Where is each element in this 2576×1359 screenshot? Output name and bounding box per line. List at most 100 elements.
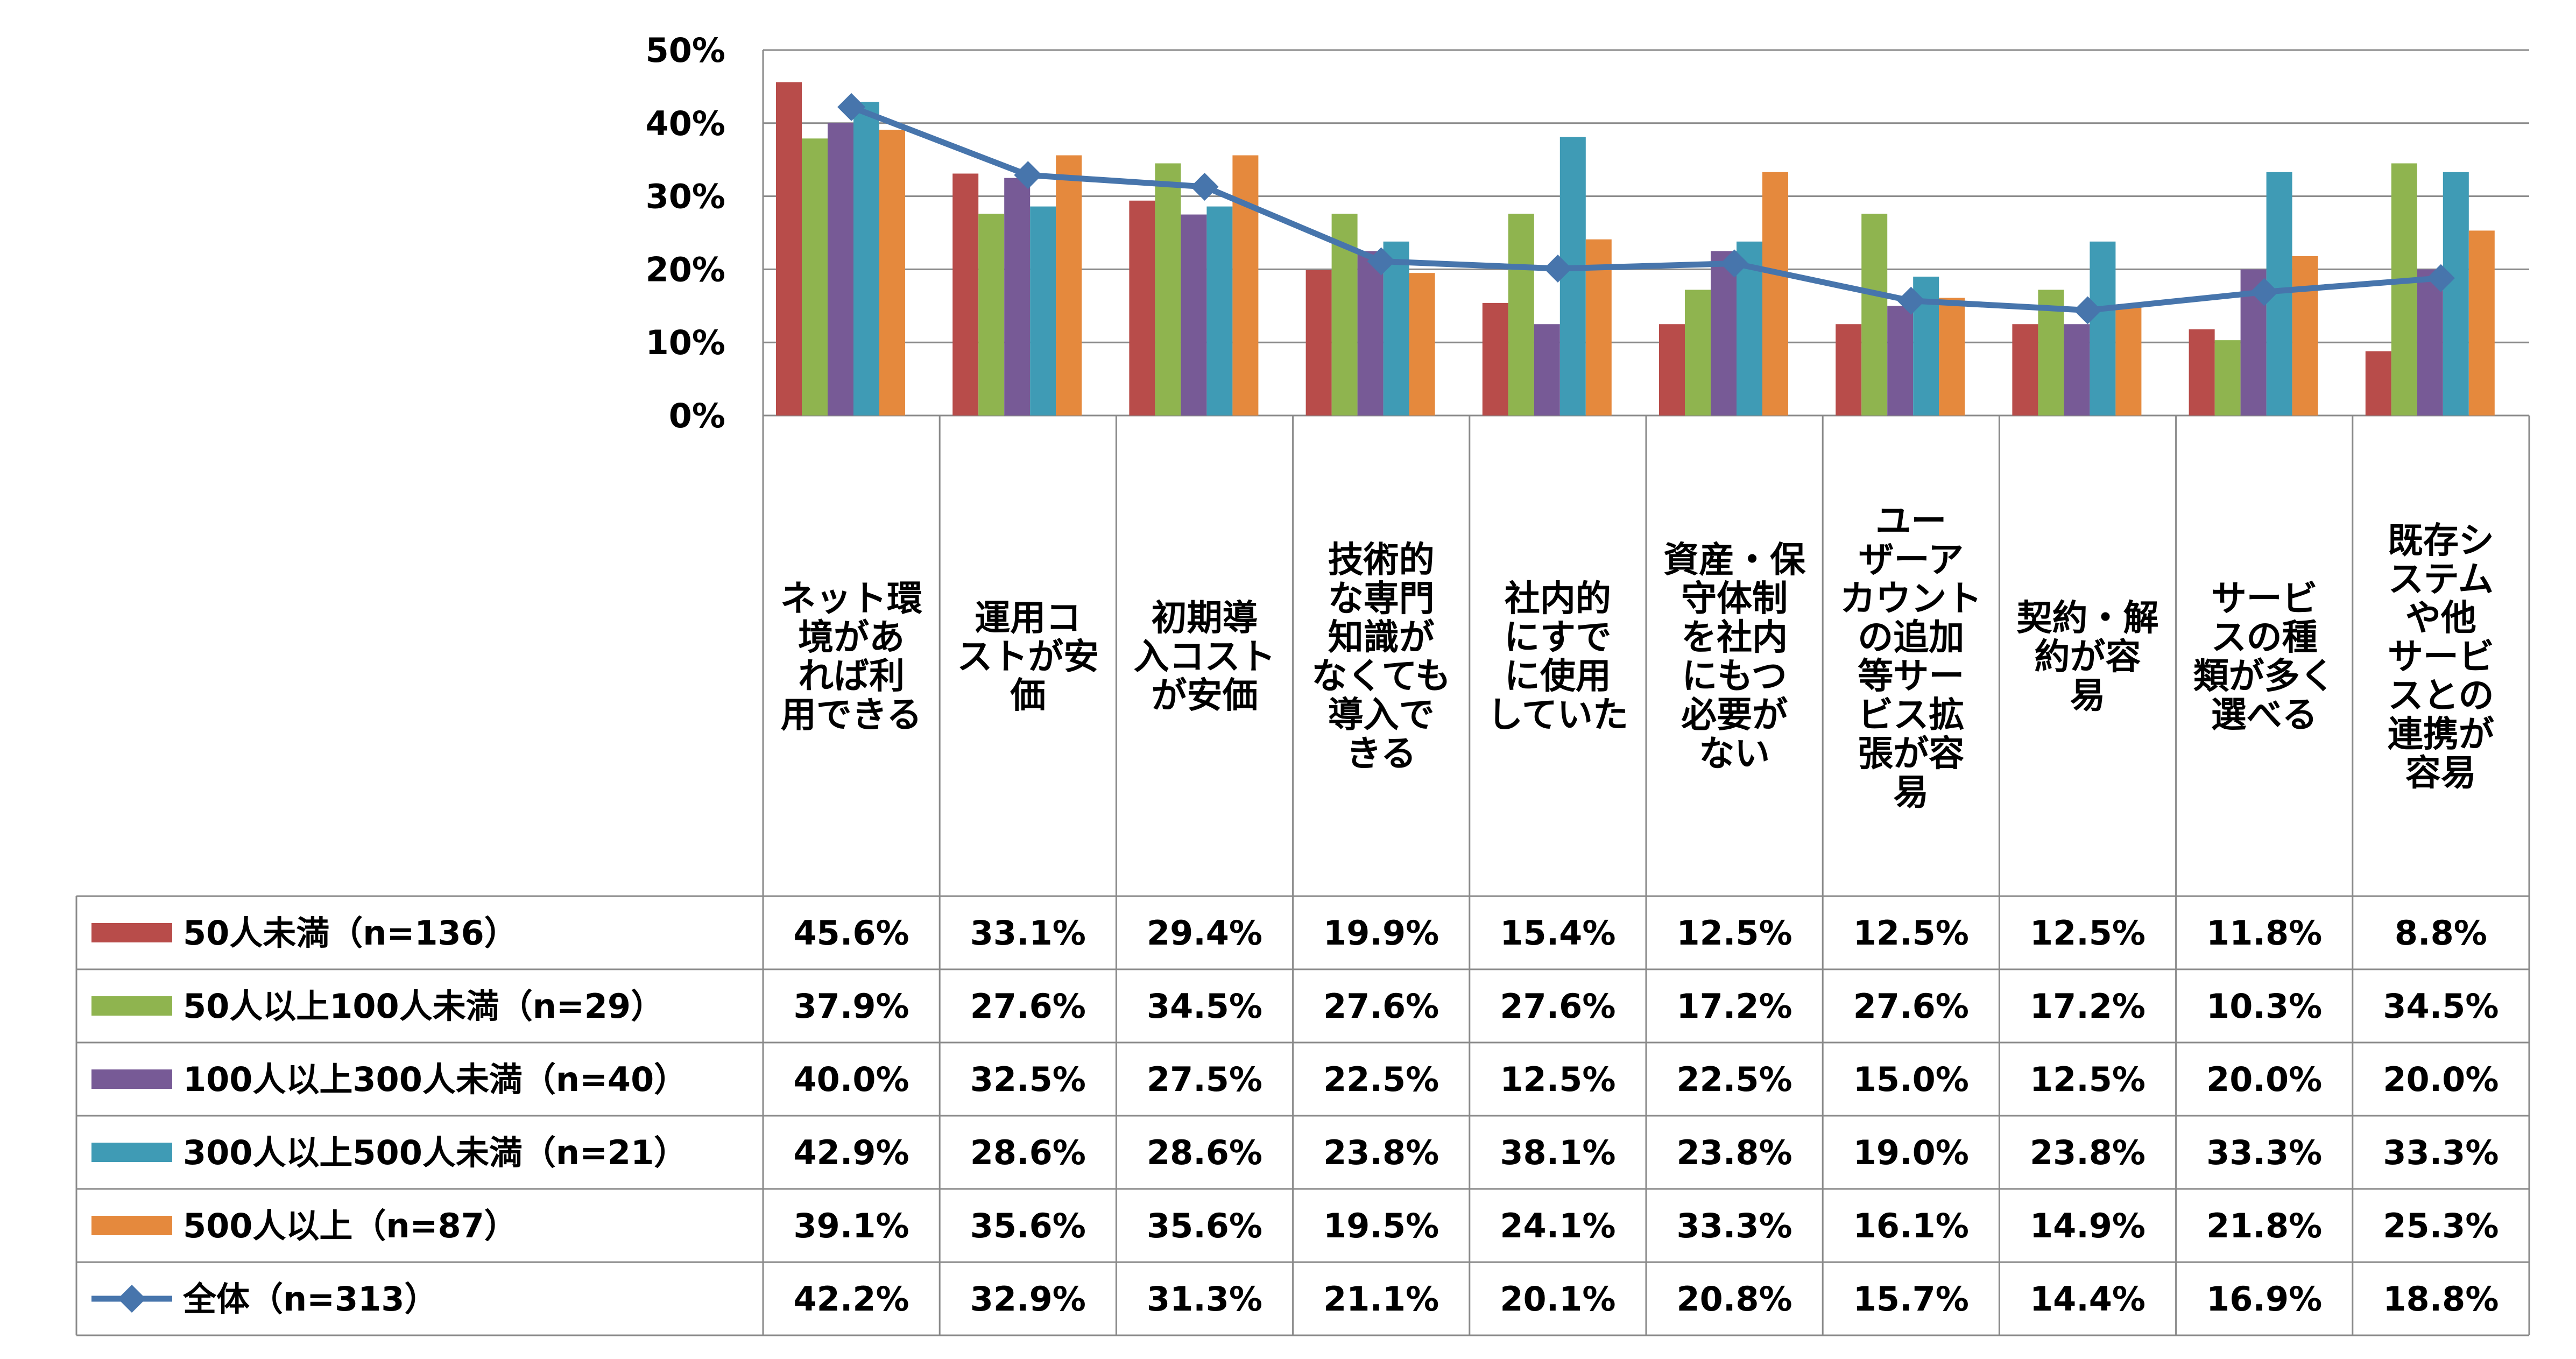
- table-cell-value: 22.5%: [1323, 1060, 1439, 1099]
- table-cell-value: 25.3%: [2383, 1206, 2499, 1245]
- line-point: [1543, 255, 1572, 283]
- bar: [1685, 290, 1711, 416]
- bar: [1887, 306, 1914, 416]
- category-label-line: 易: [2070, 675, 2106, 716]
- category-label-line: ストが安: [957, 636, 1099, 678]
- category-label-line: 境があ: [798, 617, 905, 658]
- table-cell-value: 32.5%: [970, 1060, 1086, 1099]
- category-label-line: ユー: [1875, 501, 1946, 542]
- bar: [2090, 241, 2116, 416]
- bar: [853, 102, 879, 416]
- bar: [1155, 163, 1181, 416]
- y-tick-label: 40%: [646, 104, 725, 143]
- table-cell-value: 17.2%: [1677, 987, 1792, 1026]
- category-label-line: サービ: [2211, 578, 2318, 619]
- bar: [2391, 163, 2417, 416]
- bar: [1482, 302, 1508, 416]
- table-cell-value: 16.9%: [2206, 1279, 2322, 1319]
- table-cell-value: 21.1%: [1323, 1279, 1439, 1319]
- category-label-line: ステム: [2388, 559, 2494, 600]
- bar: [1508, 214, 1534, 416]
- y-tick-label: 30%: [646, 177, 725, 216]
- legend-color-key: [91, 923, 172, 942]
- bar: [1206, 206, 1233, 416]
- bar: [776, 82, 802, 416]
- line-point: [2250, 278, 2278, 306]
- category-label-line: 導入で: [1328, 694, 1435, 736]
- table-cell-value: 20.1%: [1500, 1279, 1615, 1319]
- category-label: ユーザーアカウントの追加等サービス拡張が容易: [1840, 501, 1982, 813]
- table-cell-value: 8.8%: [2395, 913, 2487, 953]
- table-cell-value: 10.3%: [2206, 987, 2322, 1026]
- legend-label: 100人以上300人未満（n=40）: [183, 1060, 687, 1099]
- category-label-line: 技術的: [1328, 539, 1435, 581]
- bar: [2417, 269, 2443, 416]
- bar: [1559, 137, 1586, 416]
- table-cell-value: 12.5%: [2030, 913, 2146, 953]
- table-cell-value: 35.6%: [970, 1206, 1086, 1245]
- table-cell-value: 29.4%: [1147, 913, 1262, 953]
- bar: [2365, 351, 2391, 416]
- table-cell-value: 45.6%: [794, 913, 909, 953]
- table-cell-value: 39.1%: [794, 1206, 909, 1245]
- legend-label: 50人以上100人未満（n=29）: [183, 987, 664, 1026]
- category-label-line: 容易: [2405, 752, 2476, 794]
- category-label-line: 必要が: [1681, 694, 1788, 736]
- table-cell-value: 14.9%: [2030, 1206, 2146, 1245]
- bar: [1357, 251, 1384, 416]
- bar: [1409, 273, 1435, 416]
- line-point: [1720, 249, 1749, 278]
- category-label-line: 選べる: [2211, 694, 2318, 736]
- category-label-line: カウント: [1840, 578, 1982, 619]
- table-cell-value: 15.4%: [1500, 913, 1615, 953]
- table-cell-value: 27.5%: [1147, 1060, 1262, 1099]
- table-cell-value: 20.0%: [2206, 1060, 2322, 1099]
- y-tick-label: 20%: [646, 250, 725, 289]
- bar: [2064, 324, 2090, 416]
- bar: [1232, 155, 1259, 416]
- category-label-line: なくても: [1311, 656, 1451, 697]
- bar: [1004, 178, 1031, 416]
- table-cell-value: 42.9%: [794, 1133, 909, 1172]
- category-label-line: 知識が: [1328, 617, 1435, 658]
- bar: [1762, 172, 1788, 416]
- table-cell-value: 23.8%: [1677, 1133, 1792, 1172]
- category-label: ネット環境があれば利用できる: [780, 578, 922, 736]
- line-point: [1190, 172, 1219, 201]
- legend-color-key: [91, 1216, 172, 1235]
- line-point: [2426, 264, 2455, 292]
- y-tick-label: 50%: [646, 31, 725, 70]
- category-label-line: ビス拡: [1858, 694, 1964, 736]
- table-cell-value: 19.5%: [1323, 1206, 1439, 1245]
- bar: [2012, 324, 2038, 416]
- category-label-line: きる: [1346, 733, 1416, 774]
- bar: [1129, 200, 1155, 416]
- table-cell-value: 15.7%: [1853, 1279, 1969, 1319]
- line-point: [2073, 296, 2102, 325]
- table-cell-value: 12.5%: [1853, 913, 1969, 953]
- bars: [776, 82, 2495, 416]
- category-label-line: スとの: [2388, 675, 2494, 716]
- category-label: 既存システムや他サービスとの連携が容易: [2388, 520, 2494, 794]
- line-point: [1367, 247, 1395, 276]
- overall-line: [837, 93, 2455, 325]
- category-label-line: が安価: [1152, 675, 1258, 716]
- bar: [2214, 340, 2241, 416]
- table-cell-value: 15.0%: [1853, 1060, 1969, 1099]
- category-label-line: 運用コ: [975, 597, 1081, 639]
- category-label-line: 連携が: [2388, 714, 2494, 755]
- category-label-line: 資産・保: [1663, 539, 1806, 581]
- category-label-line: に使用: [1505, 656, 1611, 697]
- category-label: 資産・保守体制を社内にもつ必要がない: [1663, 539, 1806, 774]
- category-label-line: な専門: [1328, 578, 1435, 619]
- table-cell-value: 33.3%: [2383, 1133, 2499, 1172]
- table-cell-value: 16.1%: [1853, 1206, 1969, 1245]
- category-label-line: ない: [1699, 733, 1770, 774]
- category-label-line: 易: [1893, 772, 1929, 813]
- table-cell-value: 20.0%: [2383, 1060, 2499, 1099]
- legend-color-key: [91, 996, 172, 1016]
- category-label-line: の追加: [1858, 617, 1964, 658]
- table-cell-value: 11.8%: [2206, 913, 2322, 953]
- table-cell-value: 12.5%: [1500, 1060, 1615, 1099]
